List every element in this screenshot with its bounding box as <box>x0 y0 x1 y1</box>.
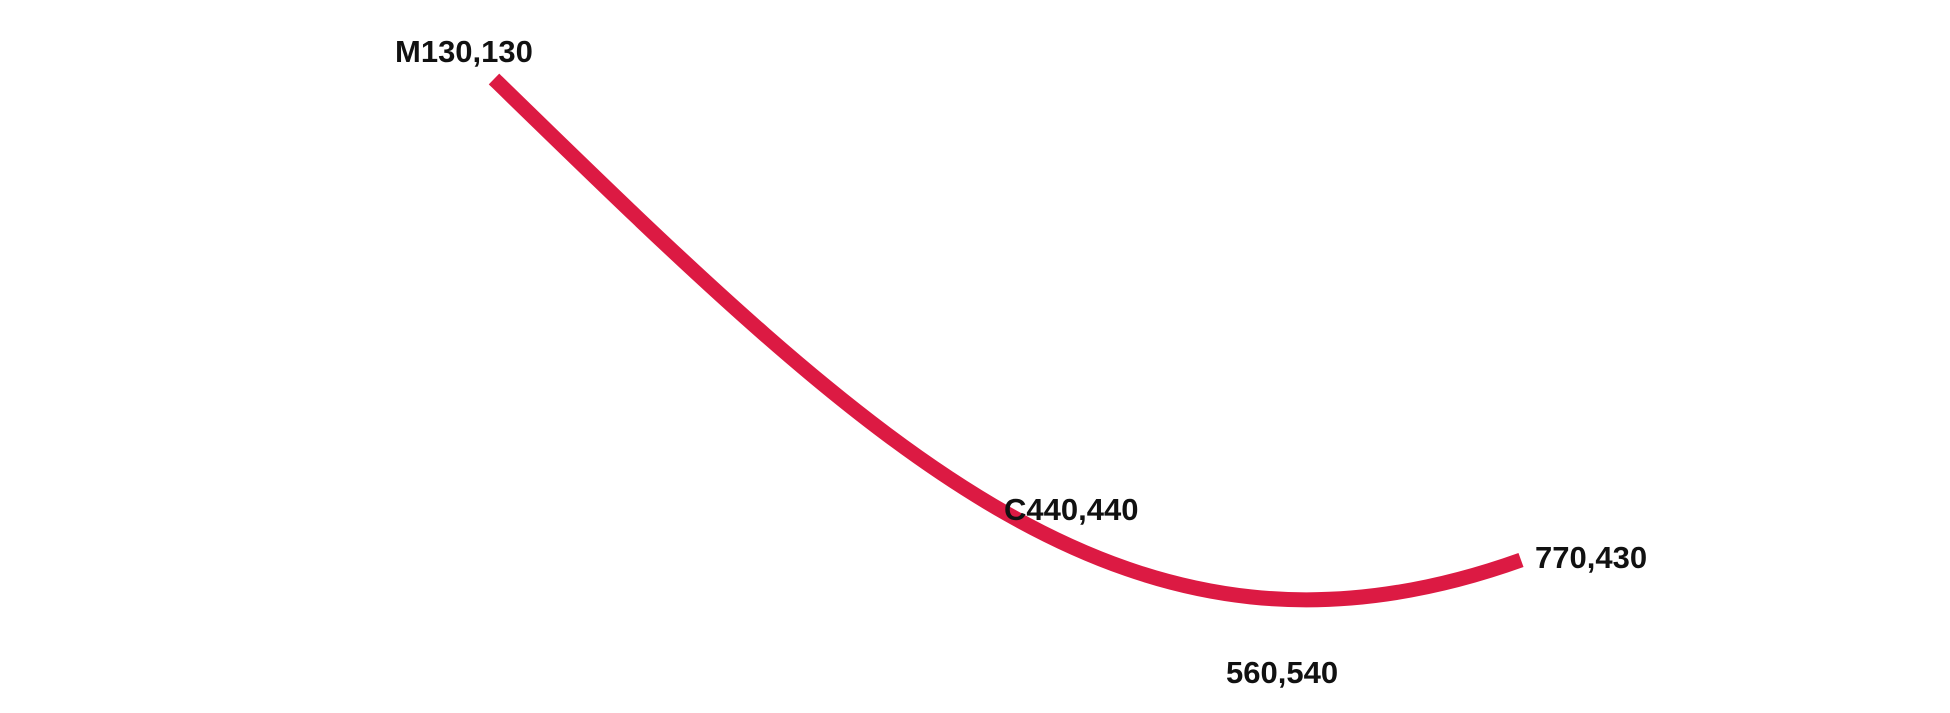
label-move-to: M130,130 <box>395 34 533 69</box>
label-end-point: 770,430 <box>1535 540 1647 575</box>
label-control-point-2: 560,540 <box>1226 655 1338 690</box>
bezier-curve-path <box>488 73 1524 608</box>
label-control-point-1: C440,440 <box>1004 492 1138 527</box>
